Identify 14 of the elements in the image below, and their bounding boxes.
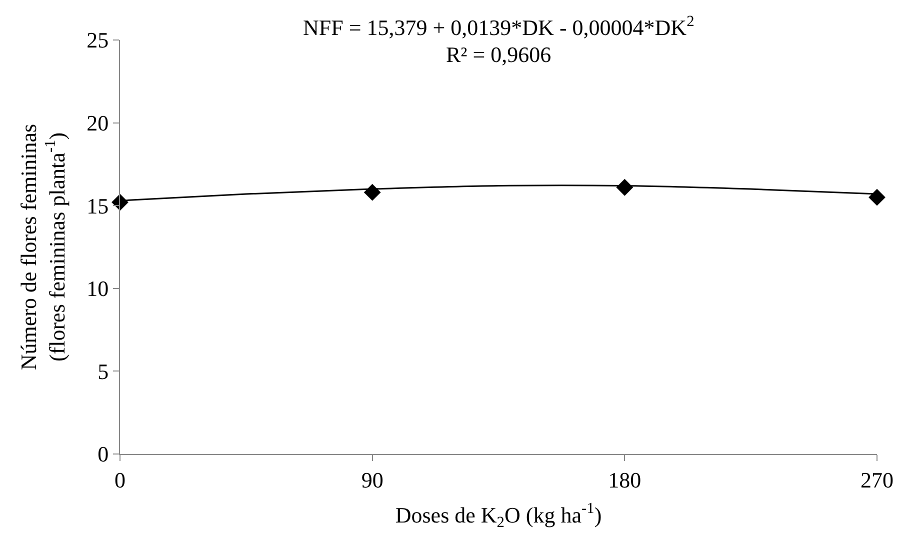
- annotation: R² = 0,9606: [446, 42, 552, 67]
- x-tick-label: 180: [608, 467, 642, 492]
- x-tick-label: 90: [361, 467, 384, 492]
- x-axis-title: Doses de K$_{2}$O (kg ha$^{-1}$): [395, 500, 602, 531]
- y-tick-label: 20: [86, 110, 109, 136]
- y-tick-label: 25: [86, 28, 109, 53]
- y-tick-label: 0: [98, 442, 109, 467]
- point: [868, 188, 886, 206]
- x-tick-label: 0: [114, 467, 126, 492]
- x-tick-label: 270: [860, 467, 894, 492]
- annotation: NFF = 15,379 + 0,0139*DK - 0,00004*DK$^{2}$: [303, 13, 694, 40]
- y-tick-label: 5: [98, 358, 109, 384]
- y-tick-label: 10: [86, 276, 109, 302]
- y-tick-label: 15: [86, 193, 109, 218]
